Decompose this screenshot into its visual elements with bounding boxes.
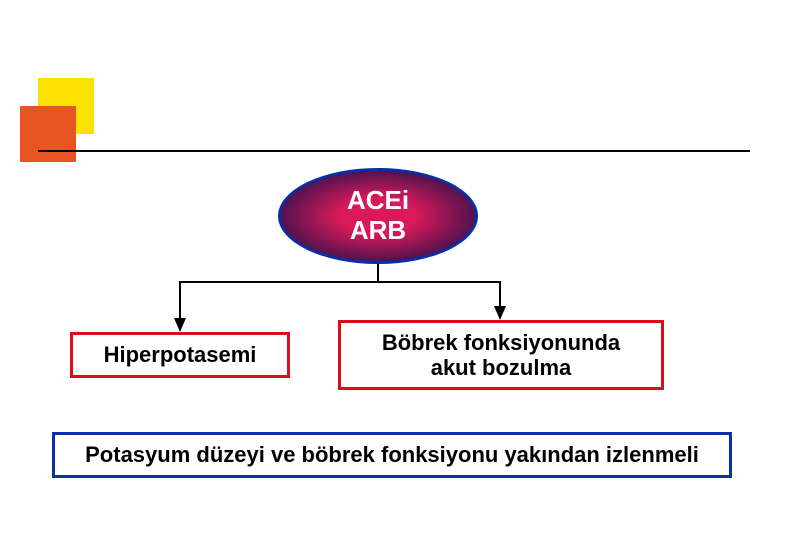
right-node-line2: akut bozulma xyxy=(382,355,620,380)
root-line2: ARB xyxy=(347,216,409,246)
left-node-text: Hiperpotasemi xyxy=(104,342,257,367)
decor-square-front xyxy=(20,106,76,162)
right-node: Böbrek fonksiyonunda akut bozulma xyxy=(338,320,664,390)
left-node: Hiperpotasemi xyxy=(70,332,290,378)
bottom-node: Potasyum düzeyi ve böbrek fonksiyonu yak… xyxy=(52,432,732,478)
diagram-canvas: ACEi ARB Hiperpotasemi Böbrek fonksiyonu… xyxy=(0,0,810,540)
right-node-line1: Böbrek fonksiyonunda xyxy=(382,330,620,355)
root-node: ACEi ARB xyxy=(278,168,478,264)
root-line1: ACEi xyxy=(347,186,409,216)
bottom-node-text: Potasyum düzeyi ve böbrek fonksiyonu yak… xyxy=(85,442,699,467)
divider-line xyxy=(38,150,750,152)
